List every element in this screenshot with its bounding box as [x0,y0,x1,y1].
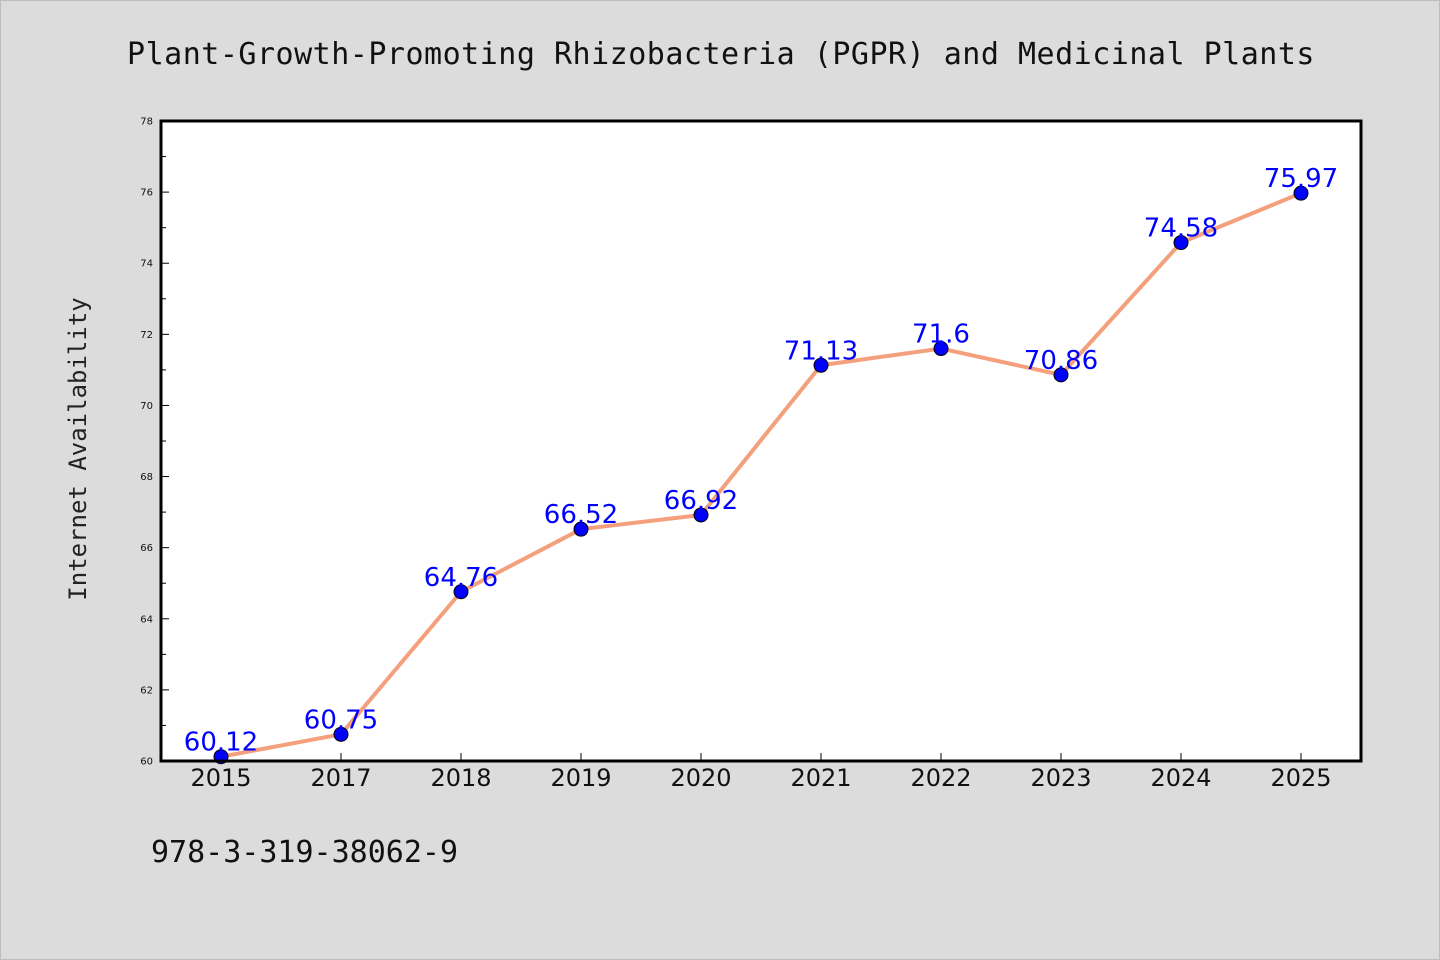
data-point [453,584,469,600]
x-tick-label: 2022 [910,764,971,792]
y-tick-label: 62 [140,685,153,696]
x-tick-label: 2021 [790,764,851,792]
y-tick-label: 64 [140,614,153,625]
y-axis-label: Internet Availability [64,297,92,600]
data-label: 71.13 [784,336,858,366]
data-label: 66.52 [544,500,618,530]
data-point [813,357,829,373]
y-axis-ticks: 60 62 64 66 68 70 72 74 76 78 [140,117,169,768]
data-point [693,507,709,523]
series-line [219,191,1303,759]
x-axis-ticks: 2015 2017 2018 2019 2020 2021 2022 2023 2024 2025 [190,753,1332,792]
x-tick-label: 2024 [1150,764,1211,792]
x-tick-label: 2020 [670,764,731,792]
x-tick-label: 2019 [550,764,611,792]
data-label: 75.97 [1264,164,1338,194]
x-tick-label: 2018 [430,764,491,792]
data-point [933,341,949,357]
x-tick-label: 2017 [310,764,371,792]
data-point [1053,367,1069,383]
plot-frame [159,119,1363,763]
data-label: 64.76 [424,563,498,593]
x-tick-label: 2025 [1270,764,1331,792]
series-group: 60.12 60.75 64.76 66.52 66.92 71.13 71.6 70.86 7… [184,164,1338,765]
data-point [573,521,589,537]
data-label: 60.75 [304,705,378,735]
x-tick-label: 2023 [1030,764,1091,792]
y-tick-label: 68 [140,472,153,483]
y-tick-label: 76 [140,188,153,199]
data-label: 60.12 [184,728,258,758]
data-label: 70.86 [1024,346,1098,376]
data-label: 74.58 [1144,214,1218,244]
chart-title: Plant-Growth-Promoting Rhizobacteria (PG… [127,37,1315,72]
data-point [1173,235,1189,251]
y-tick-label: 70 [140,401,153,412]
data-label: 66.92 [664,486,738,516]
y-tick-label: 74 [140,259,153,270]
data-point [333,726,349,742]
y-tick-label: 78 [140,117,153,128]
y-tick-label: 72 [140,330,153,341]
footer-identifier: 978-3-319-38062-9 [151,835,459,870]
x-tick-label: 2015 [190,764,251,792]
data-label: 71.6 [912,320,970,350]
y-tick-label: 66 [140,543,153,554]
data-point [1293,185,1309,201]
y-tick-label: 60 [140,757,153,768]
